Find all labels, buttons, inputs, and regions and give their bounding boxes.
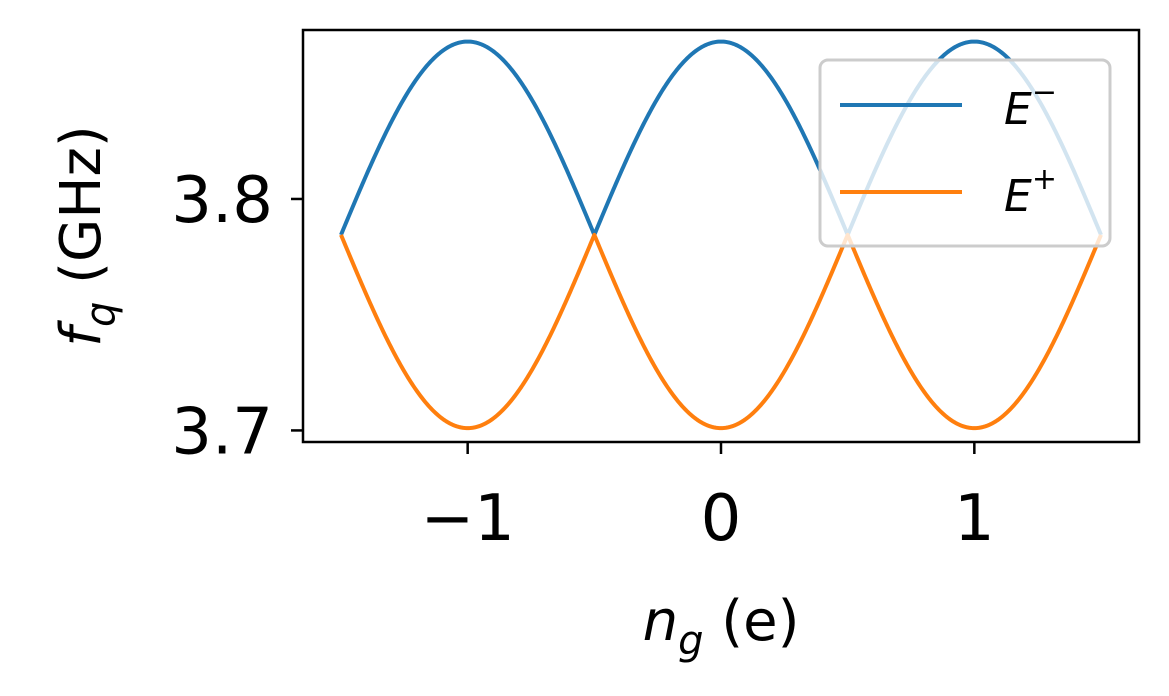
x-tick-label: −1 <box>420 482 514 556</box>
x-axis-label: ng (e) <box>643 589 800 664</box>
y-tick-label: 3.7 <box>171 395 273 469</box>
legend: E− E+ <box>818 58 1112 248</box>
y-tick-label: 3.8 <box>171 164 273 238</box>
legend-box <box>818 58 1112 248</box>
x-tick-label: 0 <box>701 482 742 556</box>
series-line-e-plus <box>339 232 1103 431</box>
y-ticks: 3.7 3.8 <box>171 164 303 469</box>
series-layer <box>339 39 1103 431</box>
y-axis-label: fq (GHz) <box>49 125 124 347</box>
legend-label-e-minus: E− <box>1004 75 1057 135</box>
series-line-e-minus <box>339 39 1103 237</box>
x-tick-label: 1 <box>954 482 995 556</box>
x-ticks: −1 0 1 <box>420 442 995 556</box>
legend-label-e-plus: E+ <box>1004 162 1057 222</box>
